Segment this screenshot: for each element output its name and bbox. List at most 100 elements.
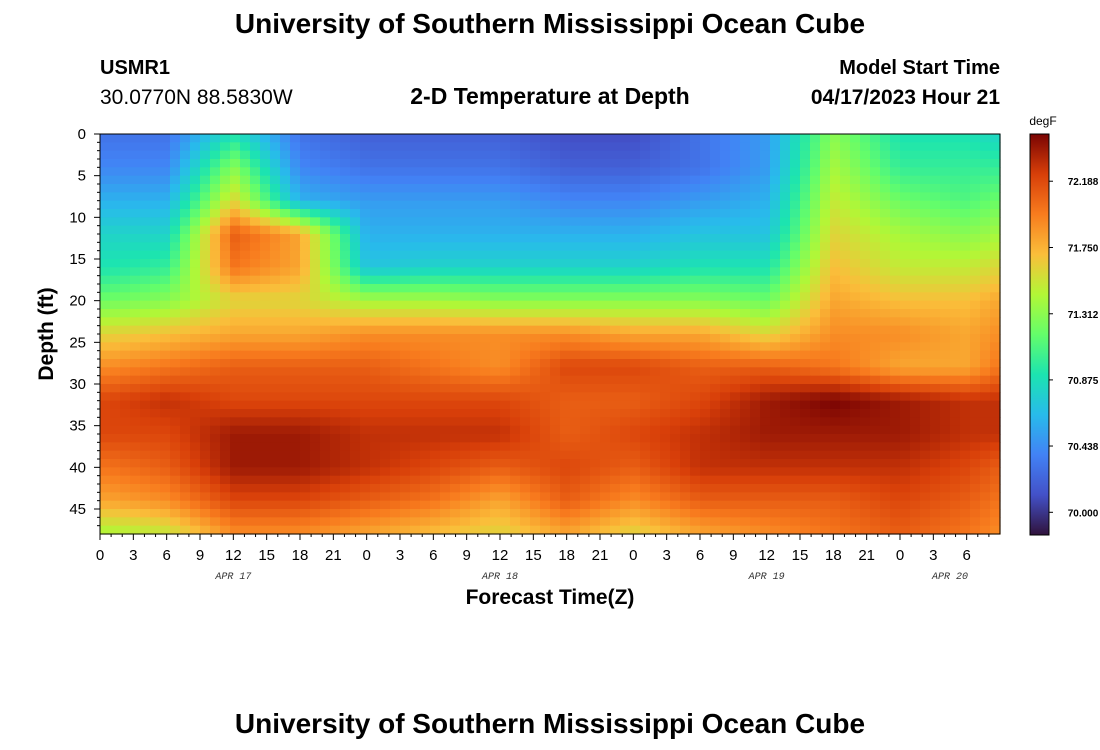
heatmap-cell [700, 284, 711, 293]
heatmap-cell [790, 267, 801, 277]
heatmap-cell [610, 442, 621, 452]
heatmap-cell [750, 200, 761, 210]
heatmap-cell [390, 250, 401, 260]
heatmap-cell [300, 359, 311, 368]
heatmap-cell [400, 417, 411, 427]
heatmap-cell [880, 459, 891, 468]
heatmap-cell [190, 350, 201, 360]
heatmap-cell [300, 409, 311, 418]
y-tick-label: 0 [78, 126, 86, 143]
heatmap-cell [890, 309, 901, 318]
heatmap-cell [980, 209, 991, 218]
heatmap-cell [860, 384, 871, 393]
heatmap-cell [680, 200, 691, 210]
heatmap-cell [570, 317, 581, 327]
heatmap-cell [350, 442, 361, 452]
heatmap-cell [430, 300, 441, 310]
heatmap-cell [700, 159, 711, 168]
heatmap-cell [900, 175, 911, 185]
heatmap-cell [580, 300, 591, 310]
heatmap-cell [480, 400, 491, 410]
heatmap-cell [340, 350, 351, 360]
heatmap-cell [680, 500, 691, 510]
heatmap-cell [840, 342, 851, 352]
heatmap-cell [330, 300, 341, 310]
heatmap-cell [340, 467, 351, 477]
heatmap-cell [400, 525, 411, 535]
heatmap-cell [870, 184, 881, 193]
heatmap-cell [370, 250, 381, 260]
heatmap-cell [990, 250, 1001, 260]
heatmap-cell [520, 525, 531, 535]
heatmap-cell [710, 309, 721, 318]
heatmap-cell [100, 509, 111, 518]
heatmap-cell [140, 459, 151, 468]
heatmap-cell [840, 475, 851, 485]
heatmap-cell [310, 442, 321, 452]
heatmap-cell [330, 334, 341, 343]
heatmap-cell [530, 509, 541, 518]
heatmap-cell [870, 367, 881, 377]
heatmap-cell [360, 192, 371, 202]
heatmap-cell [540, 509, 551, 518]
heatmap-cell [620, 425, 631, 435]
heatmap-cell [190, 142, 201, 152]
heatmap-cell [100, 475, 111, 485]
heatmap-cell [690, 434, 701, 443]
heatmap-cell [240, 409, 251, 418]
heatmap-cell [510, 267, 521, 277]
heatmap-cell [230, 375, 241, 385]
heatmap-cell [110, 509, 121, 518]
heatmap-cell [740, 184, 751, 193]
heatmap-cell [220, 142, 231, 152]
heatmap-cell [380, 267, 391, 277]
heatmap-cell [670, 284, 681, 293]
heatmap-cell [840, 367, 851, 377]
heatmap-cell [870, 200, 881, 210]
heatmap-cell [330, 242, 341, 252]
heatmap-cell [490, 459, 501, 468]
heatmap-cell [110, 300, 121, 310]
heatmap-cell [990, 359, 1001, 368]
heatmap-cell [230, 134, 241, 143]
heatmap-cell [230, 259, 241, 268]
heatmap-cell [330, 484, 341, 493]
heatmap-cell [390, 409, 401, 418]
heatmap-cell [430, 267, 441, 277]
heatmap-cell [330, 392, 341, 402]
heatmap-cell [690, 292, 701, 302]
heatmap-cell [760, 409, 771, 418]
heatmap-cell [750, 425, 761, 435]
heatmap-cell [710, 200, 721, 210]
heatmap-cell [460, 200, 471, 210]
heatmap-cell [550, 184, 561, 193]
heatmap-cell [440, 192, 451, 202]
heatmap-cell [830, 309, 841, 318]
heatmap-cell [410, 459, 421, 468]
heatmap-cell [380, 384, 391, 393]
heatmap-cell [300, 192, 311, 202]
heatmap-cell [270, 167, 281, 177]
heatmap-cell [350, 134, 361, 143]
heatmap-cell [670, 275, 681, 285]
heatmap-cell [630, 234, 641, 243]
heatmap-cell [410, 167, 421, 177]
heatmap-cell [250, 334, 261, 343]
heatmap-cell [430, 175, 441, 185]
heatmap-cell [860, 392, 871, 402]
heatmap-cell [870, 384, 881, 393]
heatmap-cell [850, 384, 861, 393]
heatmap-cell [410, 317, 421, 327]
heatmap-cell [420, 259, 431, 268]
heatmap-cell [680, 409, 691, 418]
heatmap-cell [670, 142, 681, 152]
heatmap-cell [830, 250, 841, 260]
heatmap-cell [280, 325, 291, 335]
heatmap-cell [150, 400, 161, 410]
heatmap-cell [460, 267, 471, 277]
heatmap-cell [480, 134, 491, 143]
heatmap-cell [550, 200, 561, 210]
heatmap-cell [720, 359, 731, 368]
heatmap-cell [810, 350, 821, 360]
heatmap-cell [210, 325, 221, 335]
